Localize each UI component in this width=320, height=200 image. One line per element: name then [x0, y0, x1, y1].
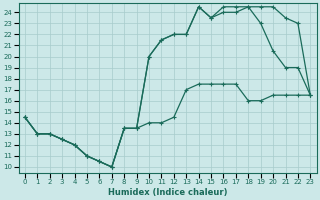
X-axis label: Humidex (Indice chaleur): Humidex (Indice chaleur): [108, 188, 228, 197]
